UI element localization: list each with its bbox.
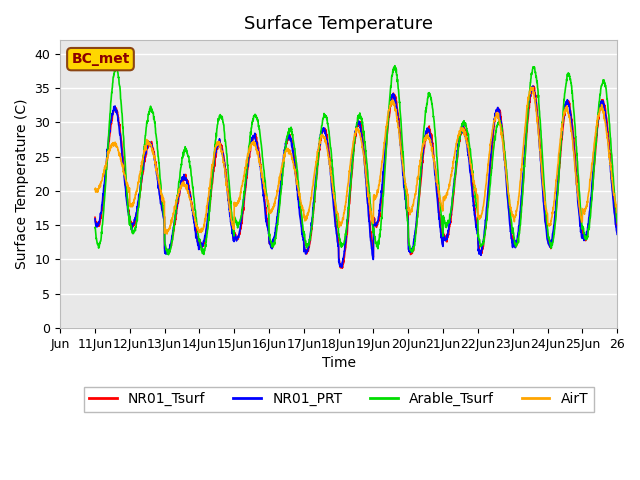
Y-axis label: Surface Temperature (C): Surface Temperature (C) bbox=[15, 99, 29, 269]
Text: BC_met: BC_met bbox=[71, 52, 130, 66]
Title: Surface Temperature: Surface Temperature bbox=[244, 15, 433, 33]
Legend: NR01_Tsurf, NR01_PRT, Arable_Tsurf, AirT: NR01_Tsurf, NR01_PRT, Arable_Tsurf, AirT bbox=[83, 386, 594, 412]
X-axis label: Time: Time bbox=[322, 356, 356, 370]
